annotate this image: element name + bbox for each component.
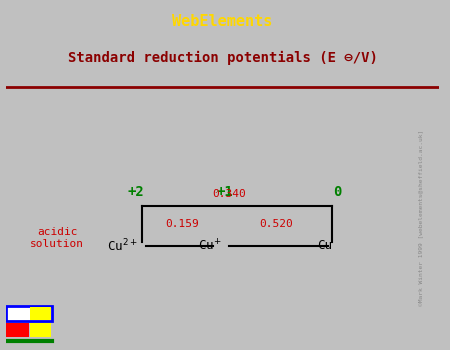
Text: acidic
solution: acidic solution	[30, 228, 84, 249]
Text: 0: 0	[333, 185, 342, 199]
Text: Cu: Cu	[317, 239, 332, 252]
Text: ©Mark Winter 1999 [webelements@sheffield.ac.uk]: ©Mark Winter 1999 [webelements@sheffield…	[418, 130, 423, 306]
Text: +1: +1	[217, 185, 234, 199]
Text: 0.159: 0.159	[165, 219, 198, 229]
Text: +2: +2	[128, 185, 144, 199]
Text: 0.340: 0.340	[212, 189, 246, 198]
Bar	[30, 307, 51, 321]
Text: Standard reduction potentials (E ⊖/V): Standard reduction potentials (E ⊖/V)	[68, 51, 378, 65]
Bar	[30, 323, 51, 337]
Bar	[6, 306, 52, 321]
Text: 0.520: 0.520	[260, 219, 293, 229]
Text: WebElements: WebElements	[172, 14, 273, 29]
Bar	[6, 323, 28, 337]
Text: Cu$^{+}$: Cu$^{+}$	[198, 238, 221, 253]
Text: Cu$^{2+}$: Cu$^{2+}$	[108, 238, 138, 254]
